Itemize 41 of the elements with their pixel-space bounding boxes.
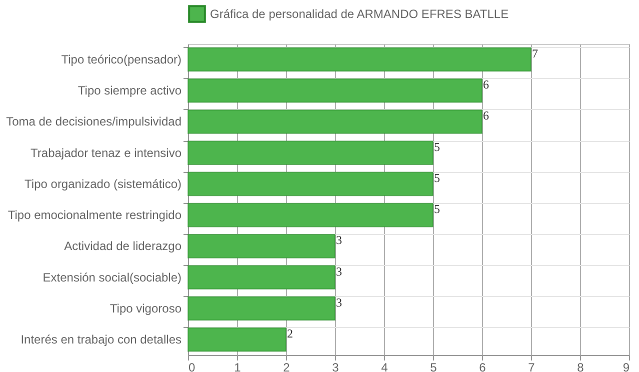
bar [188,172,434,196]
bar [188,296,336,321]
y-tick-label: Tipo emocionalmente restringido [8,208,182,222]
data-label: 6 [483,78,489,92]
x-tick-label: 3 [332,360,340,372]
y-tick-label: Tipo siempre activo [78,84,182,98]
data-label: 6 [483,108,489,123]
legend-label: Gráfica de personalidad de ARMANDO EFRES BATLLE [210,7,509,21]
y-tick-label: Extensión social(sociable) [42,270,182,284]
x-tick-label: 5 [430,360,438,372]
x-tick-label: 9 [622,360,630,372]
data-label: 3 [336,233,342,248]
x-tick-label: 1 [234,360,242,372]
data-label: 5 [434,202,440,216]
data-label: 5 [434,140,440,154]
bar [188,47,532,72]
bar [188,327,286,352]
x-tick-label: 4 [381,360,388,372]
bar [188,78,482,103]
data-label: 2 [287,326,293,341]
y-tick-label: Actividad de liderazgo [64,239,182,254]
y-tick-label: Toma de decisiones/impulsividad [6,114,182,129]
bar [188,265,336,290]
y-tick-label: Tipo teórico(pensador) [61,52,182,66]
x-tick-label: 7 [528,360,536,372]
data-label: 3 [336,264,342,278]
bar [188,202,434,228]
y-tick-label: Interés en trabajo con detalles [20,332,182,347]
bar [188,140,434,165]
x-tick-label: 8 [577,360,584,372]
bar [188,110,482,134]
y-tick-label: Tipo organizado (sistemático) [24,176,182,191]
x-tick-label: 2 [283,360,290,372]
y-tick-label: Tipo vigoroso [110,301,182,316]
data-label: 7 [532,46,538,60]
data-label: 5 [434,170,440,185]
data-label: 3 [336,295,342,310]
x-tick-label: 6 [479,360,486,372]
y-tick-label: Trabajador tenaz e intensivo [30,146,182,160]
bar [188,234,336,258]
x-tick-label: 0 [188,360,196,372]
